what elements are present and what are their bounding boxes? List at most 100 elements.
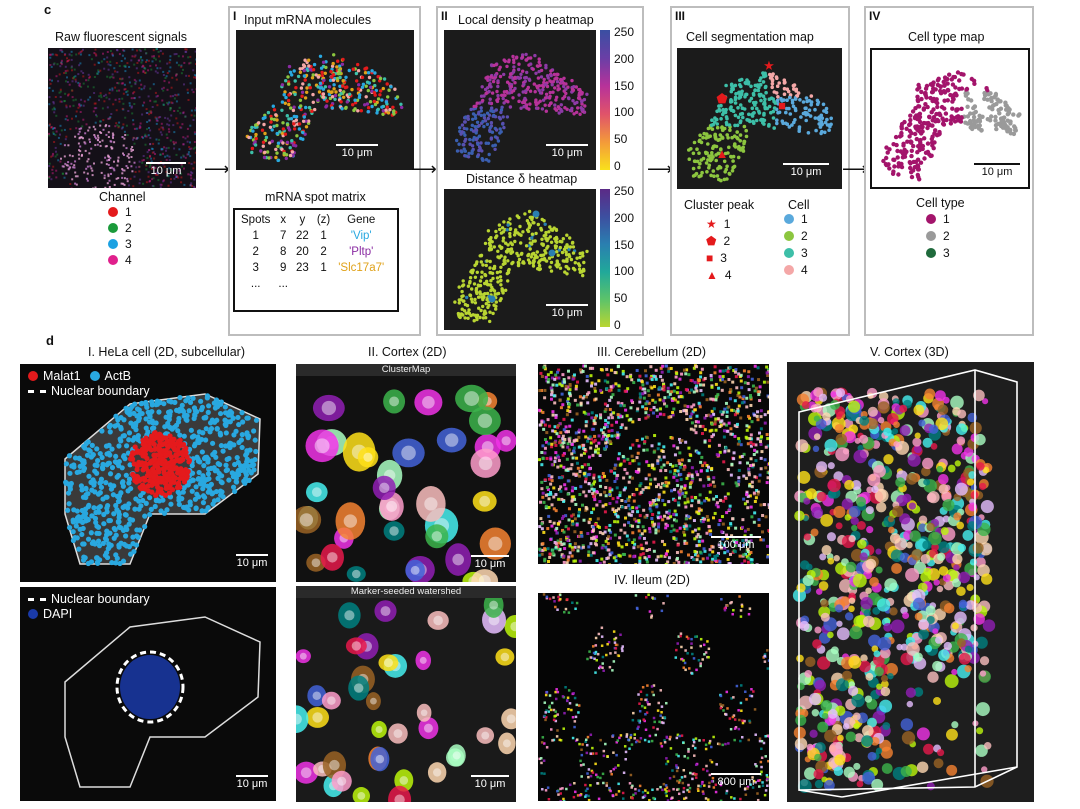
spot-mark (481, 304, 485, 309)
pixel-mark (172, 140, 175, 143)
spot-mark (263, 131, 267, 136)
spot-mark (499, 110, 503, 115)
density-scale-label: 10 μm (551, 147, 583, 159)
spot-mark (910, 109, 916, 114)
distance-colorbar (600, 189, 610, 327)
spot-mark (285, 140, 290, 145)
panel-c-letter: c (44, 2, 52, 17)
spot-mark (776, 102, 780, 106)
spot-mark (484, 263, 488, 268)
pixel-mark (116, 89, 118, 92)
spot-mark (542, 257, 547, 261)
spot-mark (332, 53, 336, 57)
cell-mark (624, 500, 628, 504)
actb-spot (151, 425, 157, 431)
actb-spot (226, 455, 232, 462)
spot-mark (283, 132, 288, 136)
spot-mark (384, 100, 389, 104)
cell-mark (546, 380, 550, 384)
spot-mark (316, 75, 321, 79)
spot-mark (922, 136, 927, 141)
pixel-mark (144, 133, 147, 136)
spot-mark (746, 82, 751, 86)
cell-blob (352, 787, 370, 802)
spot-mark (763, 97, 767, 102)
dapi-label: DAPI (43, 607, 73, 621)
spot-mark (275, 123, 279, 128)
matrix-cell: 9 (280, 262, 287, 274)
pixel-mark (110, 113, 113, 115)
spot-mark (954, 114, 959, 120)
pixel-mark (142, 182, 145, 185)
spot-mark (505, 115, 510, 119)
spot-mark (339, 91, 343, 96)
pixel-mark (190, 174, 192, 177)
spot-mark (726, 151, 730, 155)
spot-mark (533, 53, 537, 58)
spot-mark (360, 85, 365, 89)
actb-spot (211, 465, 217, 471)
actb-spot (218, 442, 224, 449)
spot-mark (517, 99, 521, 104)
cell-mark (574, 387, 578, 391)
pixel-mark (162, 128, 165, 131)
pixel-mark (175, 74, 177, 77)
spot-mark (578, 87, 582, 92)
cell-mark (598, 562, 602, 564)
pixel-mark (109, 167, 112, 169)
spot-mark (893, 134, 899, 140)
spot-mark (558, 245, 562, 250)
spot-mark (738, 133, 743, 137)
spot-mark (582, 260, 586, 265)
cell-mark (550, 376, 554, 380)
mrna-scatter (245, 53, 404, 163)
spot-mark (485, 291, 490, 296)
spot-mark (821, 102, 826, 107)
nucleus-mark (386, 500, 398, 512)
cell-mark (749, 457, 753, 461)
spot-mark (474, 286, 479, 291)
actb-spot (149, 418, 155, 424)
channel-item: 2 (108, 221, 132, 235)
cell-blob (338, 602, 361, 629)
spot-mark (714, 144, 719, 149)
spot-mark (798, 98, 802, 102)
pixel-mark (189, 173, 192, 176)
arrow-right-icon: ⟶ (842, 159, 868, 179)
pixel-mark (84, 142, 87, 145)
spot-mark (543, 96, 548, 100)
spot-mark (388, 108, 392, 112)
cell-mark (647, 401, 651, 405)
spot-mark (463, 120, 467, 124)
malat1-spot (150, 479, 156, 485)
cell-item: 4 (784, 263, 808, 277)
actb-spot (137, 527, 143, 533)
cell-mark (663, 503, 667, 507)
spot-mark (525, 106, 529, 110)
pixel-mark (85, 123, 88, 126)
spot-mark (324, 105, 328, 109)
pixel-mark (118, 100, 121, 103)
pixel-mark (149, 143, 152, 145)
spot-mark (971, 114, 977, 120)
cell-mark (666, 549, 670, 553)
cell-mark (557, 487, 561, 491)
cell-blob (479, 527, 511, 560)
cell-mark (581, 446, 585, 450)
cell-mark (675, 529, 679, 533)
spot-mark (350, 87, 354, 92)
spot-mark (466, 114, 470, 119)
spot-mark (382, 77, 387, 81)
pixel-mark (98, 141, 101, 143)
pixel-mark (169, 66, 172, 69)
spot-mark (540, 217, 544, 222)
pixel-mark (190, 171, 193, 174)
pixel-mark (57, 159, 60, 162)
pixel-mark (127, 110, 130, 112)
pixel-mark (142, 159, 145, 161)
cell-mark (656, 459, 660, 463)
cell-mark (677, 395, 681, 399)
cell-mark (756, 390, 760, 394)
spot-mark (489, 279, 493, 283)
cell-mark (745, 396, 749, 400)
